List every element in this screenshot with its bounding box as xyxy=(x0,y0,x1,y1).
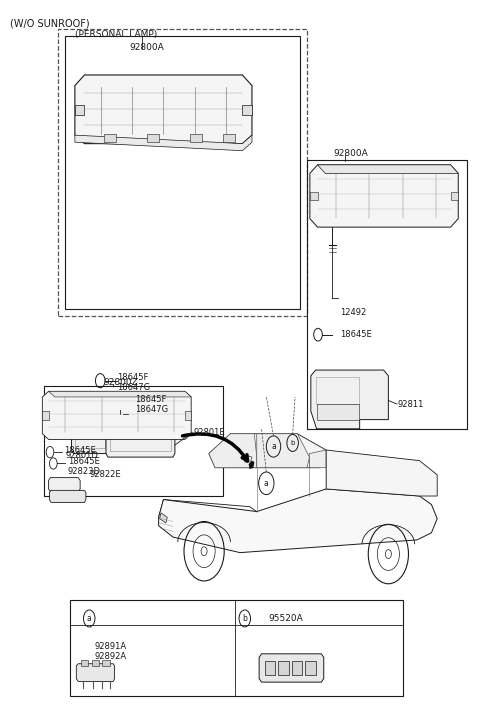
Polygon shape xyxy=(292,661,302,675)
Polygon shape xyxy=(185,411,191,420)
Text: a: a xyxy=(264,479,269,488)
Text: 92800Z: 92800Z xyxy=(104,379,138,387)
Polygon shape xyxy=(310,191,318,200)
Polygon shape xyxy=(92,660,99,666)
Polygon shape xyxy=(75,135,252,151)
Polygon shape xyxy=(48,478,80,492)
Text: (W/O SUNROOF): (W/O SUNROOF) xyxy=(10,18,90,28)
Polygon shape xyxy=(81,660,88,666)
Polygon shape xyxy=(158,500,257,533)
Text: b: b xyxy=(242,614,247,623)
Polygon shape xyxy=(245,455,252,462)
Text: 92801E: 92801E xyxy=(193,428,225,437)
Text: a: a xyxy=(87,614,92,623)
Polygon shape xyxy=(310,165,458,227)
Polygon shape xyxy=(158,489,437,552)
Polygon shape xyxy=(147,134,158,143)
Text: 95520A: 95520A xyxy=(269,614,303,623)
Polygon shape xyxy=(209,434,326,468)
Text: 18645F: 18645F xyxy=(117,374,148,382)
Polygon shape xyxy=(310,450,326,468)
Polygon shape xyxy=(305,661,316,675)
Polygon shape xyxy=(75,75,252,144)
Text: 18645F: 18645F xyxy=(135,396,166,404)
Text: (PERSONAL LAMP): (PERSONAL LAMP) xyxy=(75,30,157,39)
Polygon shape xyxy=(451,191,458,200)
Polygon shape xyxy=(257,434,310,468)
Text: 18647G: 18647G xyxy=(135,406,168,414)
Polygon shape xyxy=(49,491,86,503)
Text: 92891A: 92891A xyxy=(94,642,126,652)
Text: 18645E: 18645E xyxy=(68,457,99,466)
Polygon shape xyxy=(48,391,191,397)
Polygon shape xyxy=(259,654,324,682)
Polygon shape xyxy=(75,106,84,116)
Polygon shape xyxy=(118,406,123,410)
Text: 92892A: 92892A xyxy=(94,652,126,661)
Polygon shape xyxy=(72,429,108,454)
Polygon shape xyxy=(159,513,167,523)
Polygon shape xyxy=(223,134,235,143)
Polygon shape xyxy=(249,461,254,469)
Text: 92822E: 92822E xyxy=(89,470,121,479)
Text: 92801D: 92801D xyxy=(65,451,98,460)
Text: 92811: 92811 xyxy=(398,400,424,408)
Polygon shape xyxy=(42,411,48,420)
Text: 92823D: 92823D xyxy=(68,467,101,476)
Text: 12492: 12492 xyxy=(340,308,367,317)
Text: 92800A: 92800A xyxy=(129,43,164,52)
Text: 18647G: 18647G xyxy=(117,383,150,391)
Text: 92800A: 92800A xyxy=(333,149,368,158)
Polygon shape xyxy=(125,431,140,436)
Text: b: b xyxy=(290,440,295,446)
FancyArrowPatch shape xyxy=(182,434,248,461)
Polygon shape xyxy=(242,106,252,116)
Polygon shape xyxy=(102,660,110,666)
Polygon shape xyxy=(76,664,115,681)
Text: 18645E: 18645E xyxy=(64,445,96,454)
Text: 18645E: 18645E xyxy=(340,330,372,339)
Polygon shape xyxy=(311,370,388,429)
Polygon shape xyxy=(209,434,257,468)
Polygon shape xyxy=(317,404,359,420)
Polygon shape xyxy=(104,134,116,143)
Polygon shape xyxy=(190,134,202,143)
Polygon shape xyxy=(265,661,276,675)
Polygon shape xyxy=(106,432,175,457)
Polygon shape xyxy=(318,165,458,174)
Text: a: a xyxy=(271,442,276,451)
Polygon shape xyxy=(42,391,191,440)
Polygon shape xyxy=(278,661,289,675)
Polygon shape xyxy=(326,450,437,496)
